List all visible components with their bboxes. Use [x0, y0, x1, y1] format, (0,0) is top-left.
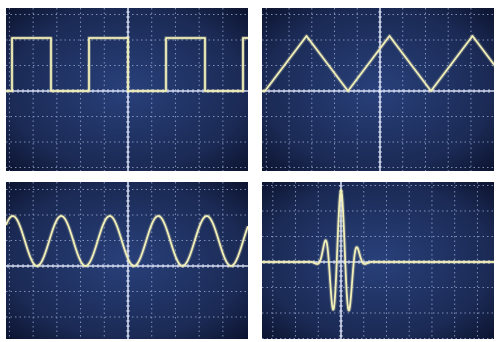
square-trace [6, 37, 248, 92]
screen-background [262, 182, 494, 339]
sine-wave-display [6, 182, 248, 339]
triangle-trace [262, 35, 494, 92]
triangle-wave-screen [262, 8, 494, 171]
center-axes [262, 8, 494, 171]
pulse-wave-screen [262, 182, 494, 339]
sine-wave-screen [6, 182, 248, 339]
triangle-wave-display [262, 8, 494, 171]
screen-background [262, 8, 494, 171]
sine-trace [6, 215, 248, 267]
pulse-wave-display [262, 182, 494, 339]
damped-pulse-trace [262, 189, 494, 312]
square-wave-screen [6, 8, 248, 171]
square-wave-display [6, 8, 248, 171]
